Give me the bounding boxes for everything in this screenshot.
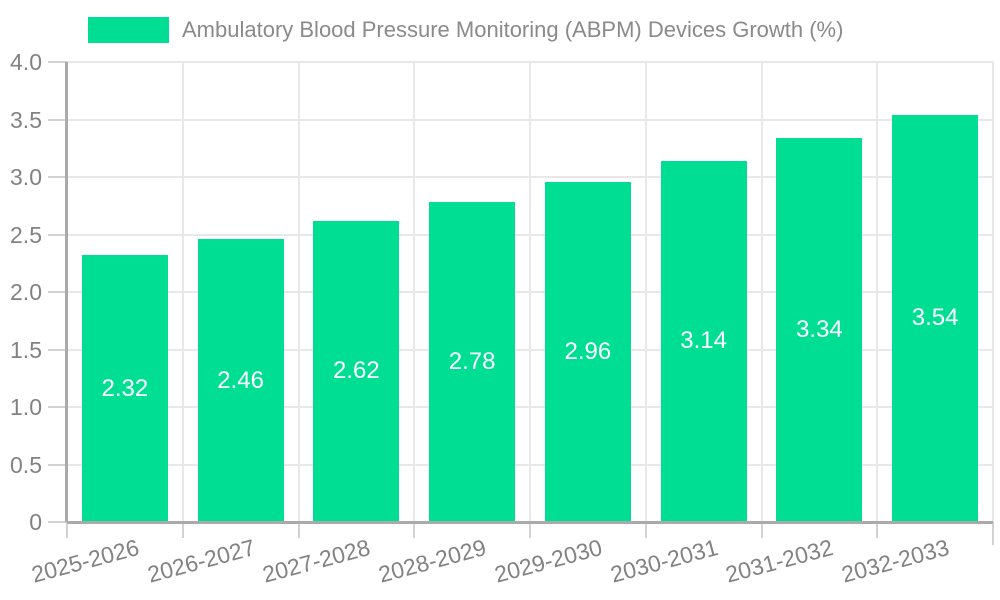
y-axis-tick <box>48 291 67 293</box>
bar-value-label: 2.78 <box>448 348 496 376</box>
x-axis-tick <box>992 522 994 545</box>
x-tick-label: 2030-2031 <box>607 534 721 588</box>
bar-value-label: 2.96 <box>564 337 612 365</box>
bar-value-label: 3.14 <box>680 327 727 355</box>
y-tick-label: 0.5 <box>10 451 42 478</box>
gridline-vertical <box>644 62 647 522</box>
y-tick-label: 4.0 <box>10 49 42 75</box>
x-tick-label: 2028-2029 <box>375 534 489 588</box>
bar-value-label: 3.54 <box>911 304 959 332</box>
legend: Ambulatory Blood Pressure Monitoring (AB… <box>88 16 843 44</box>
y-axis-tick <box>48 61 67 63</box>
x-tick-label: 2025-2026 <box>28 534 142 588</box>
gridline-vertical <box>992 62 994 522</box>
y-axis-tick <box>48 406 67 408</box>
x-tick-label: 2027-2028 <box>260 534 374 588</box>
x-axis-tick <box>644 522 647 538</box>
y-tick-label: 1.0 <box>10 394 42 420</box>
y-tick-label: 3.5 <box>10 106 42 133</box>
x-axis-line <box>67 521 993 524</box>
y-axis-tick <box>48 463 67 466</box>
y-axis-tick <box>48 233 67 236</box>
y-axis-tick <box>48 348 67 351</box>
plot-area: 0 0.5 1.0 1.5 2.0 2.5 3.0 3.5 4.0 2.32 2.46 2.62 2.7… <box>10 49 994 588</box>
x-axis-tick <box>66 522 68 538</box>
x-tick-label: 2026-2027 <box>144 534 258 588</box>
bar <box>892 114 979 522</box>
x-axis-tick <box>297 522 300 538</box>
y-axis-tick <box>48 176 67 178</box>
y-tick-label: 0 <box>29 509 42 535</box>
gridline-vertical <box>529 62 531 522</box>
legend-swatch <box>88 17 169 43</box>
bar-value-label: 2.46 <box>217 366 264 394</box>
bar <box>544 181 631 522</box>
y-axis-tick <box>48 521 67 523</box>
y-tick-label: 2.0 <box>10 279 42 305</box>
bar-value-label: 2.62 <box>333 357 380 385</box>
bar-value-label: 3.34 <box>796 315 843 343</box>
x-tick-label: 2029-2030 <box>491 534 605 588</box>
y-axis-line <box>65 62 68 522</box>
legend-label: Ambulatory Blood Pressure Monitoring (AB… <box>182 17 844 42</box>
bar <box>81 255 168 522</box>
gridline-vertical <box>876 62 879 522</box>
x-axis-tick <box>876 522 879 538</box>
gridline-vertical <box>760 62 763 522</box>
y-tick-label: 2.5 <box>10 221 42 248</box>
gridline-vertical <box>297 62 300 522</box>
x-axis-tick <box>760 522 763 538</box>
bar <box>776 137 863 522</box>
y-tick-label: 3.0 <box>10 164 42 190</box>
bar-value-label: 2.32 <box>101 374 149 402</box>
y-axis-tick <box>48 118 67 121</box>
gridline-vertical <box>181 62 184 522</box>
x-tick-label: 2031-2032 <box>723 534 837 588</box>
x-axis-tick <box>529 522 531 538</box>
x-axis-tick <box>181 522 184 538</box>
bar <box>313 220 400 522</box>
bar <box>429 202 516 522</box>
bar <box>660 160 747 522</box>
x-tick-label: 2032-2033 <box>838 534 952 588</box>
y-tick-label: 1.5 <box>10 336 42 363</box>
bar <box>197 239 284 522</box>
gridline-vertical <box>413 62 416 522</box>
x-axis-tick <box>413 522 416 538</box>
